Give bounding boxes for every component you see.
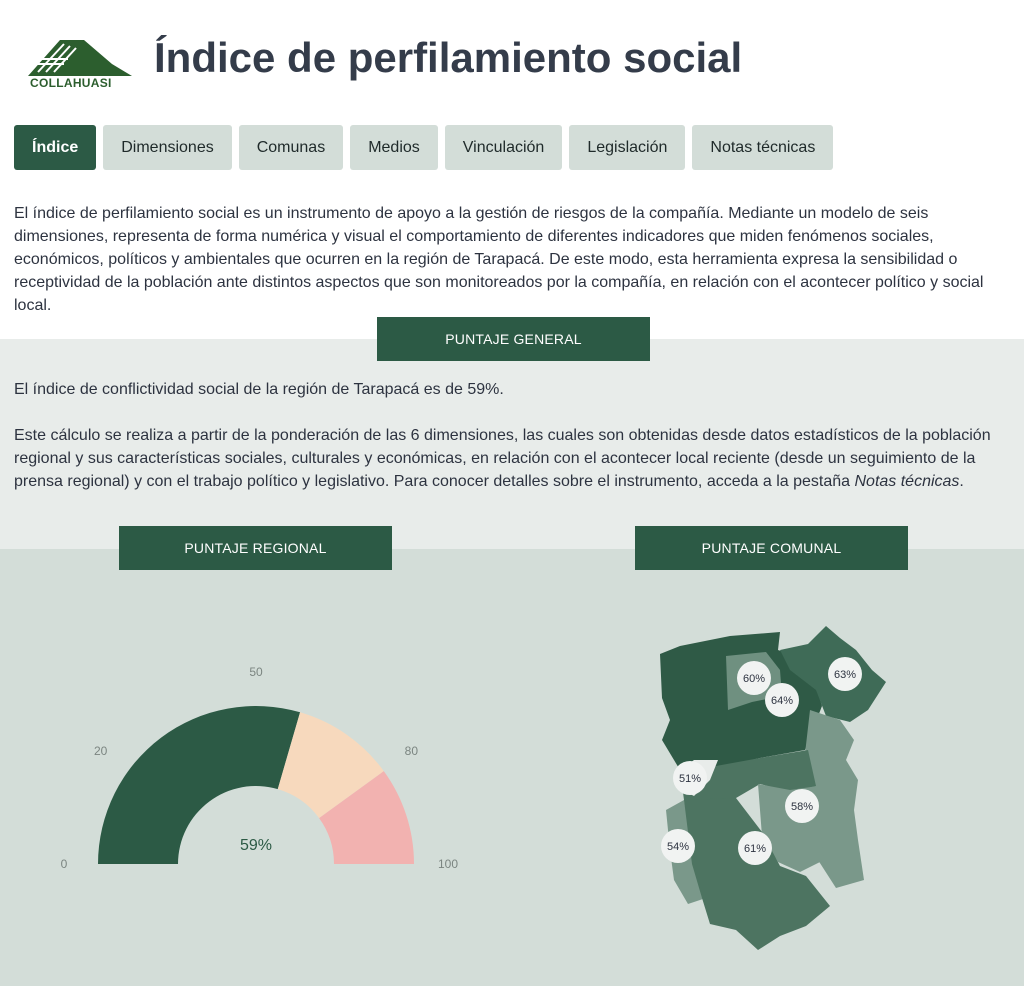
tab-notas-tecnicas[interactable]: Notas técnicas [692, 125, 834, 170]
map-region-south[interactable] [684, 798, 830, 950]
map-score-text: 54% [667, 841, 689, 853]
map-score-text: 60% [743, 673, 765, 685]
gauge-band-0 [98, 706, 301, 864]
map-score-badge [828, 657, 862, 691]
regional-gauge-chart: 0 20 50 80 100 59% [61, 665, 459, 871]
gauge-tick-label: 0 [61, 857, 68, 871]
tab-bar: Índice Dimensiones Comunas Medios Vincul… [14, 125, 834, 170]
map-score-text: 63% [834, 669, 856, 681]
tab-legislacion[interactable]: Legislación [569, 125, 686, 170]
map-score-badge [765, 683, 799, 717]
gauge-band-1 [277, 712, 384, 819]
general-description-end: . [959, 473, 964, 490]
gauge-value-label: 59% [240, 837, 272, 854]
gauge-tick-label: 20 [94, 744, 108, 758]
map-score-label: 51% [673, 761, 707, 795]
map-score-text: 58% [791, 801, 813, 813]
map-score-label: 63% [828, 657, 862, 691]
tab-comunas[interactable]: Comunas [238, 125, 344, 170]
map-score-label: 58% [785, 789, 819, 823]
tab-vinculacion[interactable]: Vinculación [444, 125, 563, 170]
map-score-label: 64% [765, 683, 799, 717]
page-header: COLLAHUASI Índice de perfilamiento socia… [0, 0, 1024, 118]
collahuasi-logo-icon [28, 40, 132, 76]
comunal-map: 60% 63% 64% 51% 58% 54% 61% [660, 626, 886, 950]
map-score-badge [738, 831, 772, 865]
general-heading: PUNTAJE GENERAL [377, 317, 650, 361]
map-score-label: 54% [661, 829, 695, 863]
gauge-tick-label: 80 [405, 744, 419, 758]
gauge-band-2 [319, 771, 415, 864]
map-score-badge [737, 661, 771, 695]
map-score-label: 60% [737, 661, 771, 695]
comunal-heading: PUNTAJE COMUNAL [635, 526, 908, 570]
general-description-text: Este cálculo se realiza a partir de la p… [14, 427, 991, 490]
map-score-badge [661, 829, 695, 863]
general-section [0, 339, 1024, 549]
tab-medios[interactable]: Medios [350, 125, 438, 170]
page-title: Índice de perfilamiento social [154, 34, 743, 81]
intro-paragraph: El índice de perfilamiento social es un … [14, 205, 984, 314]
tab-dimensiones[interactable]: Dimensiones [103, 125, 232, 170]
map-score-badge [785, 789, 819, 823]
map-score-badge [673, 761, 707, 795]
regional-heading: PUNTAJE REGIONAL [119, 526, 392, 570]
notas-tecnicas-reference: Notas técnicas [854, 473, 960, 490]
general-description: Este cálculo se realiza a partir de la p… [14, 424, 1012, 493]
map-score-label: 61% [738, 831, 772, 865]
map-score-text: 61% [744, 843, 766, 855]
gauge-tick-label: 50 [249, 665, 263, 679]
gauge-tick-label: 100 [438, 857, 458, 871]
map-score-text: 64% [771, 695, 793, 707]
tab-indice[interactable]: Índice [14, 125, 97, 170]
logo-text: COLLAHUASI [30, 76, 112, 90]
general-summary: El índice de conflictividad social de la… [14, 381, 504, 398]
map-score-text: 51% [679, 773, 701, 785]
